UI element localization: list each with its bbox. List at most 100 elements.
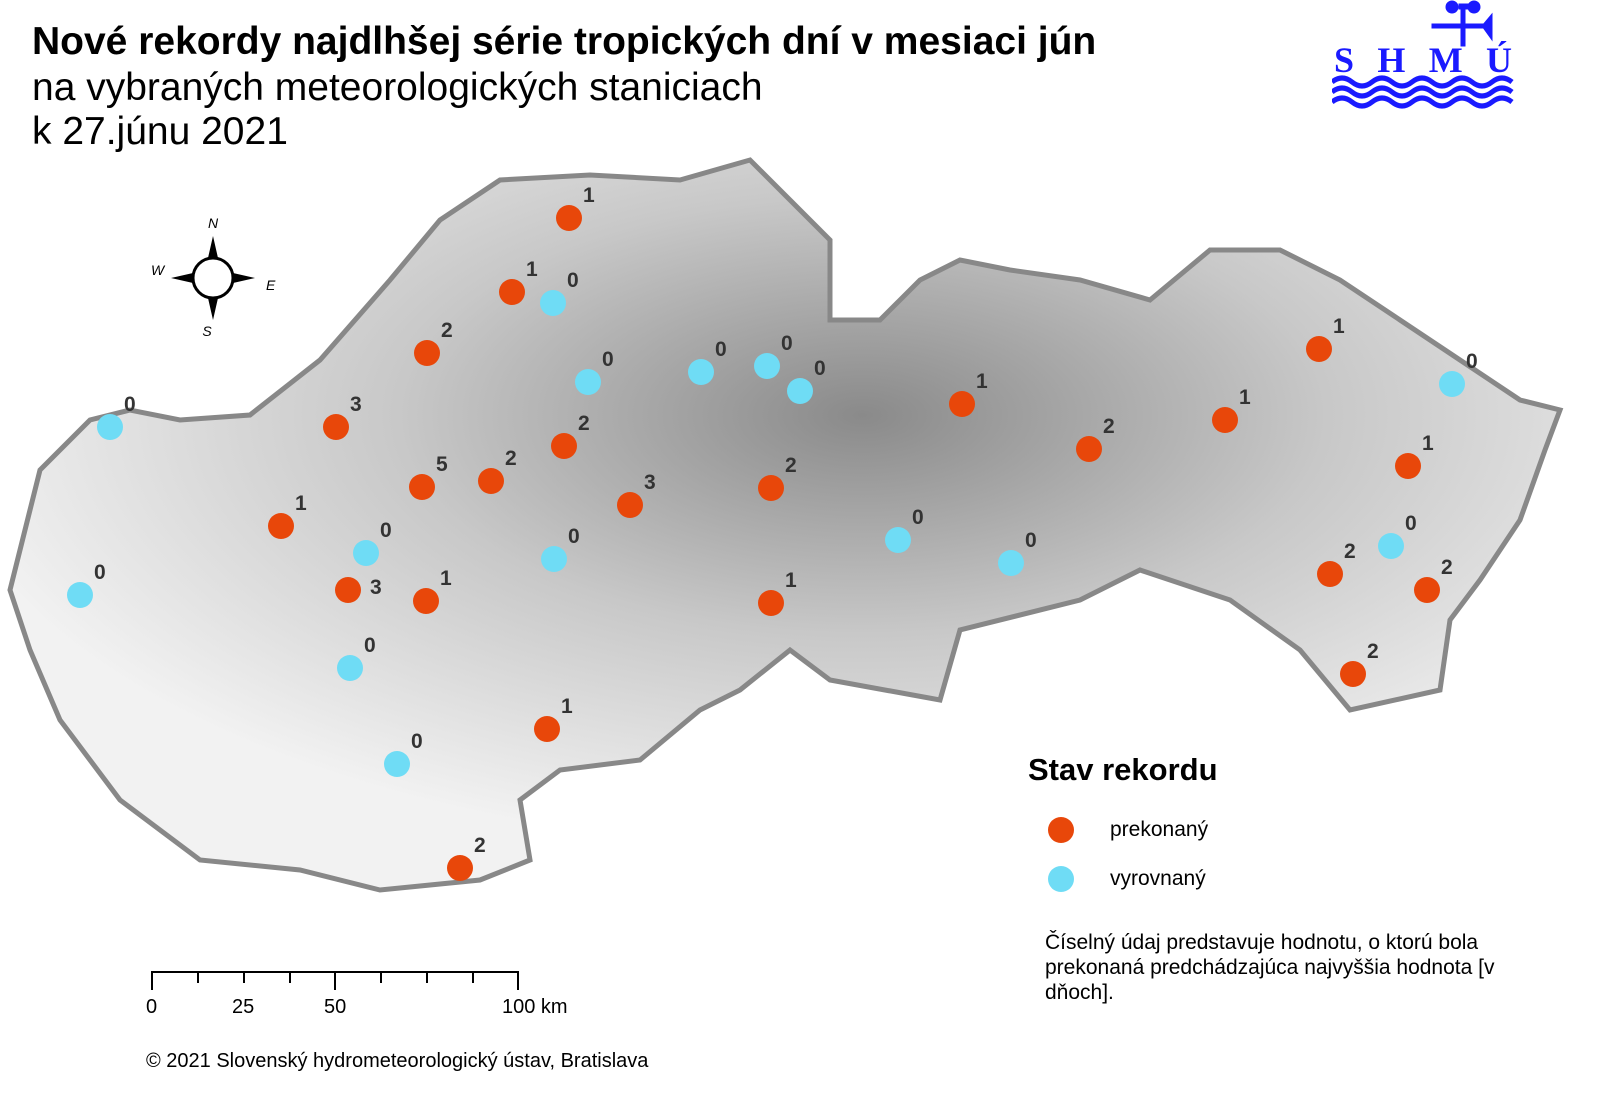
station-marker <box>758 590 784 616</box>
station-marker <box>540 290 566 316</box>
station-value: 0 <box>124 393 136 416</box>
station-value: 1 <box>1422 432 1434 455</box>
station-marker <box>1414 577 1440 603</box>
station-value: 2 <box>1344 540 1356 563</box>
legend-title: Stav rekordu <box>1028 752 1218 787</box>
shmu-logo: SHMÚ <box>1332 0 1514 109</box>
station-marker <box>617 492 643 518</box>
station-marker <box>1317 561 1343 587</box>
scale-bar <box>151 971 519 990</box>
station-marker <box>67 582 93 608</box>
legend-dot-orange <box>1048 817 1074 843</box>
scale-label: 25 <box>232 996 255 1018</box>
station-value: 1 <box>295 492 307 515</box>
station-marker <box>1378 533 1404 559</box>
subtitle: na vybraných meteorologických staniciach <box>32 66 763 109</box>
title: Nové rekordy najdlhšej série tropických … <box>32 20 1097 63</box>
station-value: 5 <box>436 453 448 476</box>
station-value: 0 <box>364 634 376 657</box>
station-value: 1 <box>1333 315 1345 338</box>
station-marker <box>551 433 577 459</box>
station-value: 2 <box>505 447 517 470</box>
station-value: 2 <box>441 319 453 342</box>
station-value: 3 <box>350 393 362 416</box>
logo-text: SHMÚ <box>1334 40 1512 80</box>
legend-label: vyrovnaný <box>1110 867 1206 890</box>
station-value: 0 <box>567 269 579 292</box>
station-marker <box>541 546 567 572</box>
station-value: 1 <box>785 569 797 592</box>
station-value: 0 <box>94 561 106 584</box>
station-marker <box>885 527 911 553</box>
station-value: 2 <box>1441 556 1453 579</box>
station-marker <box>499 279 525 305</box>
station-marker <box>413 588 439 614</box>
station-value: 0 <box>602 348 614 371</box>
station-marker <box>335 577 361 603</box>
station-value: 1 <box>526 258 538 281</box>
station-value: 2 <box>578 412 590 435</box>
station-value: 0 <box>1466 350 1478 373</box>
station-marker <box>97 414 123 440</box>
station-marker <box>353 540 379 566</box>
station-value: 1 <box>440 567 452 590</box>
station-value: 0 <box>411 730 423 753</box>
station-marker <box>688 359 714 385</box>
station-value: 1 <box>583 184 595 207</box>
station-marker <box>478 468 504 494</box>
slovakia-outline <box>7 157 1564 893</box>
scale-label: 50 <box>324 996 347 1018</box>
station-value: 2 <box>1103 415 1115 438</box>
station-value: 0 <box>715 338 727 361</box>
compass-e: E <box>266 277 276 293</box>
station-value: 3 <box>644 471 656 494</box>
station-marker <box>758 475 784 501</box>
station-value: 0 <box>1405 512 1417 535</box>
compass-n: N <box>208 215 219 231</box>
station-marker <box>998 550 1024 576</box>
compass-w: W <box>151 262 166 278</box>
station-value: 1 <box>976 370 988 393</box>
station-marker <box>447 855 473 881</box>
station-marker <box>1340 661 1366 687</box>
station-marker <box>534 716 560 742</box>
station-marker <box>409 474 435 500</box>
station-marker <box>337 655 363 681</box>
station-value: 2 <box>785 454 797 477</box>
station-value: 1 <box>561 695 573 718</box>
legend-label: prekonaný <box>1110 818 1209 841</box>
station-marker <box>268 513 294 539</box>
scale-label: 0 <box>146 996 158 1018</box>
legend-item-prekonany: prekonaný <box>1048 817 1208 843</box>
legend-dot-cyan <box>1048 866 1074 892</box>
legend-note: Číselný údaj predstavuje hodnotu, o ktor… <box>1045 931 1495 1004</box>
station-marker <box>1212 407 1238 433</box>
copyright: © 2021 Slovenský hydrometeorologický úst… <box>146 1050 649 1072</box>
station-value: 2 <box>1367 640 1379 663</box>
station-value: 0 <box>781 332 793 355</box>
station-marker <box>1306 336 1332 362</box>
legend-item-vyrovnany: vyrovnaný <box>1048 866 1206 892</box>
station-marker <box>1076 436 1102 462</box>
station-marker <box>323 414 349 440</box>
station-marker <box>754 353 780 379</box>
station-value: 3 <box>370 576 382 599</box>
station-marker <box>787 378 813 404</box>
station-marker <box>1395 453 1421 479</box>
station-marker <box>949 391 975 417</box>
station-value: 0 <box>1025 529 1037 552</box>
station-value: 2 <box>474 834 486 857</box>
compass-rose: N S E W <box>151 215 276 339</box>
station-marker <box>384 751 410 777</box>
station-marker <box>575 369 601 395</box>
station-marker <box>414 340 440 366</box>
station-value: 0 <box>568 525 580 548</box>
station-value: 0 <box>814 357 826 380</box>
station-marker <box>556 205 582 231</box>
station-value: 0 <box>380 519 392 542</box>
station-value: 1 <box>1239 386 1251 409</box>
station-value: 0 <box>912 506 924 529</box>
date-line: k 27.júnu 2021 <box>32 110 288 153</box>
scale-label: 100 km <box>502 996 568 1018</box>
